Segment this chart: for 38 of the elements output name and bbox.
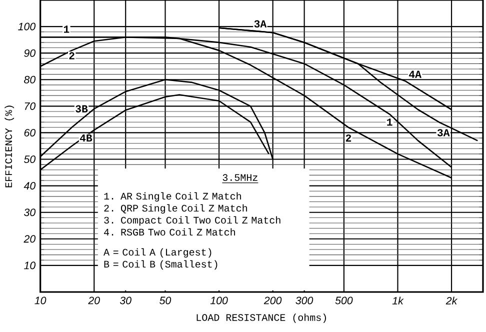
annotation: 4A [409,70,422,78]
y-tick-label: 70 [24,102,36,110]
y-tick-label: 90 [24,49,36,57]
annotation: 1 [387,118,392,126]
x-tick-label: 10 [34,296,46,304]
annotation: 2 [346,134,352,142]
annotation: 3A [254,20,267,28]
x-tick-label: 30 [120,296,132,304]
annotation: 1. AR Single Coil Z Match [104,192,241,202]
x-tick-label: 200 [264,296,282,304]
y-tick-label: 10 [24,262,36,270]
y-tick-label: 60 [24,128,36,136]
y-tick-label: 40 [24,182,36,190]
annotation: 1 [64,26,70,33]
y-tick-label: 80 [24,76,36,84]
x-tick-label: 20 [88,296,100,304]
y-tick-label: 50 [24,155,36,164]
x-tick-label: 300 [296,296,314,304]
annotation: 3B [76,105,88,112]
y-tick-label: 100 [18,22,36,30]
x-tick-label: 500 [335,296,353,304]
x-tick-label: 50 [160,296,172,304]
x-axis-title: LOAD RESISTANCE (ohms) [196,314,326,323]
annotation: 4B [80,134,92,142]
y-axis-title: EFFICIENCY (%) [4,106,14,188]
x-tick-label: 1k [392,296,404,304]
annotation: 2. QRP Single Coil Z Match [104,204,247,214]
annotation: 3.5MHz [222,174,258,181]
annotation: B = Coil B (Smallest) [104,260,218,270]
annotation: 3A [437,129,450,136]
x-tick-label: 100 [210,296,228,304]
annotation: 2 [69,52,74,60]
x-tick-label: 2k [446,296,458,304]
y-tick-label: 30 [24,208,36,216]
y-tick-label: 20 [24,235,36,243]
annotation: 3. Compact Coil Two Coil Z Match [104,216,280,226]
annotation: 4. RSGB Two Coil Z Match [104,228,235,236]
annotation: A = Coil A (Largest) [104,248,212,258]
